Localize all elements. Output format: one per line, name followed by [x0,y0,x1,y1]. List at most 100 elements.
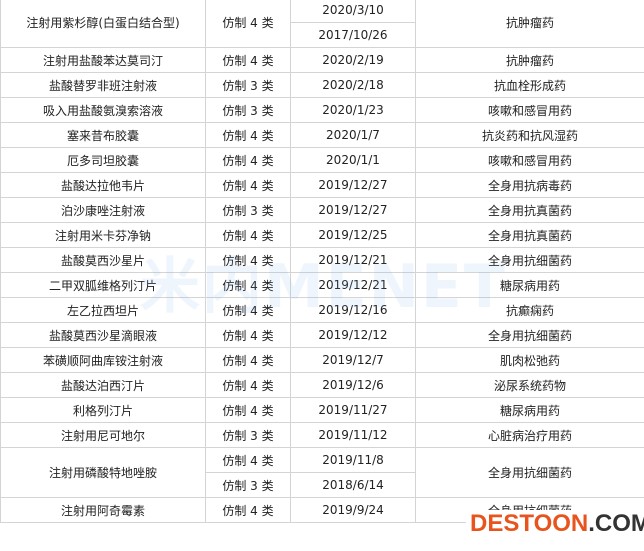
table-row: 盐酸莫西沙星滴眼液 仿制 4 类 2019/12/12 全身用抗细菌药 [0,322,644,348]
table-row: 仿制 3 类 2018/6/14 [1,472,644,498]
table-row: 注射用紫杉醇(白蛋白结合型) 仿制 4 类 2020/3/10 抗肿瘤药 [0,0,644,48]
table-row: 泊沙康唑注射液 仿制 3 类 2019/12/27 全身用抗真菌药 [0,197,644,223]
table-row: 2017/10/26 [1,22,644,48]
drug-name: 盐酸替罗非班注射液 [0,72,206,98]
drug-category: 全身用抗病毒药 [415,172,644,198]
drug-category: 抗肿瘤药 [415,47,644,73]
table-row: 盐酸达拉他韦片 仿制 4 类 2019/12/27 全身用抗病毒药 [0,172,644,198]
table-row: 盐酸替罗非班注射液 仿制 3 类 2020/2/18 抗血栓形成药 [0,72,644,98]
table-row: 注射用米卡芬净钠 仿制 4 类 2019/12/25 全身用抗真菌药 [0,222,644,248]
drug-class: 仿制 4 类 [205,397,291,423]
watermark-brand: DESTOON.COM [466,510,644,538]
drug-name: 泊沙康唑注射液 [0,197,206,223]
drug-name: 苯磺顺阿曲库铵注射液 [0,347,206,373]
drug-category: 肌肉松弛药 [415,347,644,373]
drug-class: 仿制 4 类 [205,0,291,48]
approval-date: 2019/12/6 [290,372,416,398]
drug-name: 盐酸莫西沙星片 [0,247,206,273]
drug-name: 厄多司坦胶囊 [0,147,206,173]
drug-class: 仿制 3 类 [205,197,291,223]
brand-suffix: .COM [588,510,644,537]
watermark-logo: 米内MENET [140,252,507,322]
drug-name: 注射用紫杉醇(白蛋白结合型) [0,0,206,48]
drug-category: 糖尿病用药 [415,397,644,423]
drug-class: 仿制 4 类 [205,297,291,323]
drug-name: 盐酸达泊西汀片 [0,372,206,398]
approval-date: 2019/12/27 [290,172,416,198]
drug-name: 左乙拉西坦片 [0,297,206,323]
approval-date: 2019/11/12 [290,422,416,448]
drug-class: 仿制 4 类 [205,497,291,523]
drug-category: 咳嗽和感冒用药 [415,147,644,173]
table-row: 注射用磷酸特地唑胺 仿制 4 类 2019/11/8 全身用抗细菌药 [0,447,644,498]
approval-date: 2019/11/27 [290,397,416,423]
table-row: 塞来昔布胶囊 仿制 4 类 2020/1/7 抗炎药和抗风湿药 [0,122,644,148]
drug-class: 仿制 3 类 [205,422,291,448]
drug-class: 仿制 4 类 [205,322,291,348]
approval-date: 2018/6/14 [290,472,416,498]
table-row: 厄多司坦胶囊 仿制 4 类 2020/1/1 咳嗽和感冒用药 [0,147,644,173]
drug-class: 仿制 3 类 [205,472,291,498]
approval-date: 2019/12/12 [290,322,416,348]
approval-date: 2019/9/24 [290,497,416,523]
approval-date: 2020/1/7 [290,122,416,148]
drug-class: 仿制 4 类 [205,147,291,173]
approval-date: 2020/1/1 [290,147,416,173]
approval-date: 2020/2/19 [290,47,416,73]
drug-class: 仿制 4 类 [205,122,291,148]
brand-name: DESTOON [470,510,589,537]
approval-date: 2019/12/7 [290,347,416,373]
drug-category: 全身用抗细菌药 [415,322,644,348]
drug-class: 仿制 4 类 [205,347,291,373]
table-row: 盐酸莫西沙星片 仿制 4 类 2019/12/21 全身用抗细菌药 [0,247,644,273]
drug-category: 心脏病治疗用药 [415,422,644,448]
table-row: 盐酸达泊西汀片 仿制 4 类 2019/12/6 泌尿系统药物 [0,372,644,398]
drug-name: 注射用盐酸苯达莫司汀 [0,47,206,73]
drug-name: 吸入用盐酸氨溴索溶液 [0,97,206,123]
drug-class: 仿制 4 类 [205,47,291,73]
approval-date: 2017/10/26 [290,22,416,48]
drug-category: 抗癫痫药 [415,297,644,323]
drug-category: 抗血栓形成药 [415,72,644,98]
table-row: 吸入用盐酸氨溴索溶液 仿制 3 类 2020/1/23 咳嗽和感冒用药 [0,97,644,123]
approval-date: 2020/3/10 [290,0,416,23]
table-row: 注射用盐酸苯达莫司汀 仿制 4 类 2020/2/19 抗肿瘤药 [0,47,644,73]
approval-date: 2020/2/18 [290,72,416,98]
drug-category: 咳嗽和感冒用药 [415,97,644,123]
drug-category: 泌尿系统药物 [415,372,644,398]
drug-class: 仿制 3 类 [205,97,291,123]
drug-name: 盐酸莫西沙星滴眼液 [0,322,206,348]
drug-name: 利格列汀片 [0,397,206,423]
drug-class: 仿制 4 类 [205,172,291,198]
drug-class: 仿制 4 类 [205,272,291,298]
drug-name: 注射用阿奇霉素 [0,497,206,523]
drug-table: 注射用紫杉醇(白蛋白结合型) 仿制 4 类 2020/3/10 抗肿瘤药 2017/10… [0,0,644,523]
drug-class: 仿制 4 类 [205,372,291,398]
drug-name: 塞来昔布胶囊 [0,122,206,148]
approval-date: 2019/12/25 [290,222,416,248]
drug-name: 注射用尼可地尔 [0,422,206,448]
drug-class: 仿制 3 类 [205,72,291,98]
approval-date: 2020/1/23 [290,97,416,123]
drug-category: 全身用抗细菌药 [415,247,644,273]
table-row: 利格列汀片 仿制 4 类 2019/11/27 糖尿病用药 [0,397,644,423]
table-body: 注射用紫杉醇(白蛋白结合型) 仿制 4 类 2020/3/10 抗肿瘤药 2017/10… [0,0,644,523]
approval-date: 2019/12/27 [290,197,416,223]
table-row: 左乙拉西坦片 仿制 4 类 2019/12/16 抗癫痫药 [0,297,644,323]
drug-class: 仿制 4 类 [205,222,291,248]
drug-category: 全身用抗真菌药 [415,197,644,223]
table-row: 苯磺顺阿曲库铵注射液 仿制 4 类 2019/12/7 肌肉松弛药 [0,347,644,373]
drug-name: 盐酸达拉他韦片 [0,172,206,198]
table-row: 二甲双胍维格列汀片 仿制 4 类 2019/12/21 糖尿病用药 [0,272,644,298]
drug-name: 注射用磷酸特地唑胺 [0,447,206,498]
drug-category: 抗炎药和抗风湿药 [415,122,644,148]
drug-category: 抗肿瘤药 [415,0,644,48]
drug-category: 全身用抗细菌药 [415,447,644,498]
table-row: 注射用尼可地尔 仿制 3 类 2019/11/12 心脏病治疗用药 [0,422,644,448]
drug-name: 注射用米卡芬净钠 [0,222,206,248]
approval-date: 2019/12/21 [290,247,416,273]
drug-class: 仿制 4 类 [205,447,291,473]
